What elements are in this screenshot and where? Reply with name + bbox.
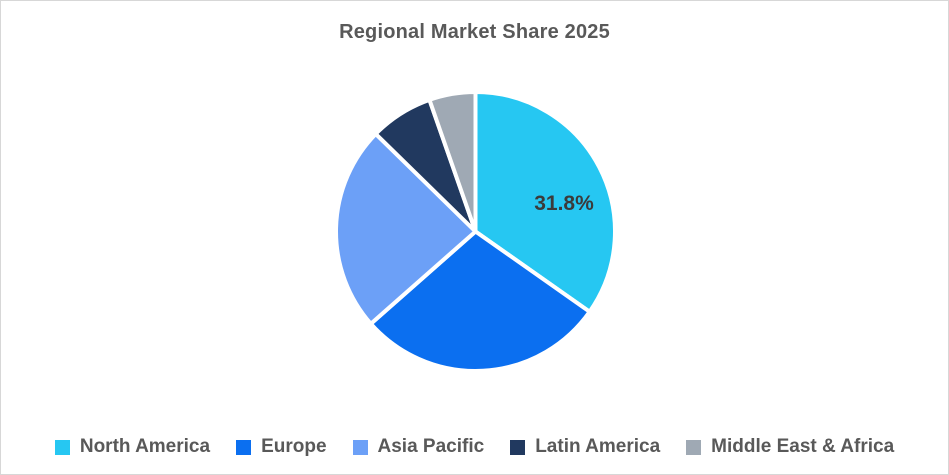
legend: North America Europe Asia Pacific Latin Ame… [1, 436, 948, 458]
legend-label-europe: Europe [261, 436, 327, 457]
legend-label-middle-east-africa: Middle East & Africa [711, 436, 895, 457]
legend-item-europe[interactable]: Europe [236, 436, 327, 458]
legend-marker-north-america [54, 439, 70, 455]
legend-item-north-america[interactable]: North America [54, 436, 211, 458]
pie-slices [334, 90, 617, 373]
legend-marker-europe [236, 439, 252, 455]
legend-marker-middle-east-africa [686, 439, 702, 455]
legend-item-middle-east-africa[interactable]: Middle East & Africa [686, 436, 894, 458]
legend-marker-asia-pacific [352, 439, 368, 455]
pie-slice-asia-pacific[interactable] [334, 131, 478, 326]
pie-slice-north-america[interactable] [473, 90, 617, 314]
pie-slice-europe[interactable] [368, 229, 592, 373]
data-label-north-america: 31.8% [534, 192, 594, 215]
legend-label-latin-america: Latin America [535, 436, 661, 457]
pie-slice-middle-east-africa[interactable] [427, 90, 478, 234]
legend-marker-latin-america [510, 439, 526, 455]
chart-title: Regional Market Share 2025 [339, 21, 610, 43]
legend-label-north-america: North America [79, 436, 211, 457]
legend-label-asia-pacific: Asia Pacific [377, 436, 485, 457]
legend-item-latin-america[interactable]: Latin America [510, 436, 660, 458]
legend-item-asia-pacific[interactable]: Asia Pacific [352, 436, 485, 458]
